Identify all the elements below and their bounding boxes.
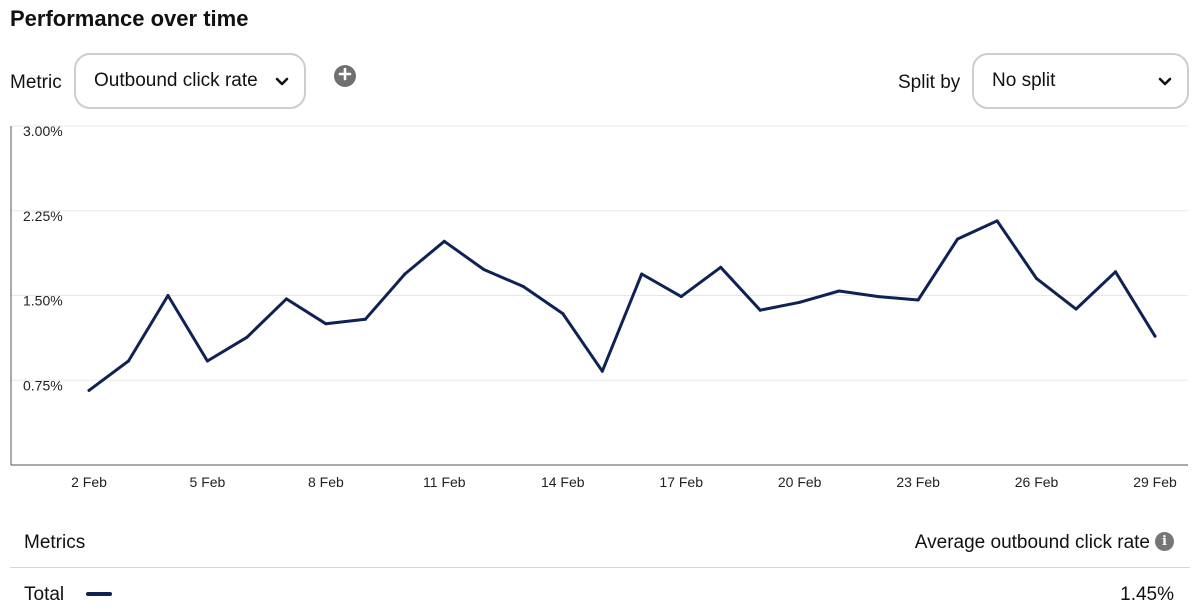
y-tick-label: 1.50%	[23, 293, 63, 309]
data-point	[245, 335, 249, 339]
x-tick-label: 23 Feb	[896, 474, 940, 490]
metrics-header: Metrics	[24, 532, 86, 553]
total-row-value: 1.45%	[1120, 584, 1174, 605]
data-point	[877, 295, 881, 299]
data-point	[324, 322, 328, 326]
x-tick-label: 5 Feb	[190, 474, 226, 490]
data-point	[600, 369, 604, 373]
series-line	[87, 219, 1157, 392]
table-divider	[10, 567, 1190, 568]
x-tick-label: 17 Feb	[659, 474, 703, 490]
data-point	[1035, 277, 1039, 281]
total-row-label: Total	[24, 584, 65, 605]
data-point	[837, 289, 841, 293]
data-point	[521, 284, 525, 288]
data-point	[719, 265, 723, 269]
data-point	[758, 308, 762, 312]
data-point	[640, 272, 644, 276]
data-point	[1074, 307, 1078, 311]
data-point	[956, 237, 960, 241]
line-chart: 0.75% 1.50% 2.25% 3.00% 2 Feb 5 Feb 8 Feb 11 Fe…	[10, 123, 1188, 490]
split-by-dropdown[interactable]: No split	[972, 53, 1189, 109]
data-point	[166, 294, 170, 297]
split-by-label: Split by	[898, 72, 961, 93]
add-metric-button[interactable]	[334, 65, 356, 87]
data-point	[205, 359, 209, 363]
x-tick-label: 20 Feb	[778, 474, 822, 490]
x-tick-label: 11 Feb	[423, 474, 466, 490]
data-point	[995, 219, 999, 223]
data-point	[126, 359, 130, 363]
data-point	[679, 295, 683, 299]
data-point	[482, 268, 486, 272]
page-title: Performance over time	[10, 6, 249, 31]
series-legend-swatch	[86, 592, 112, 596]
data-point	[403, 272, 407, 276]
chevron-down-icon	[274, 73, 290, 89]
data-point	[442, 239, 446, 243]
data-point	[284, 297, 288, 301]
data-point	[363, 317, 367, 321]
info-icon[interactable]: i	[1155, 532, 1174, 551]
x-tick-label: 2 Feb	[71, 474, 107, 490]
metric-dropdown[interactable]: Outbound click rate	[74, 53, 306, 109]
plus-circle-icon	[338, 67, 352, 86]
y-tick-label: 2.25%	[23, 208, 63, 224]
average-outbound-click-rate-header: Average outbound click rate	[914, 532, 1150, 553]
x-tick-label: 26 Feb	[1015, 474, 1059, 490]
y-tick-label: 3.00%	[23, 123, 63, 139]
data-point	[1153, 334, 1157, 338]
data-point	[916, 298, 920, 302]
split-by-dropdown-value: No split	[992, 70, 1056, 91]
data-point	[87, 388, 91, 392]
x-tick-label: 29 Feb	[1133, 474, 1177, 490]
data-point	[1114, 270, 1118, 274]
y-tick-label: 0.75%	[23, 377, 63, 393]
metric-label: Metric	[10, 72, 62, 93]
metric-dropdown-value: Outbound click rate	[94, 70, 258, 91]
data-point	[798, 300, 802, 304]
x-tick-label: 14 Feb	[541, 474, 585, 490]
data-point	[561, 312, 565, 316]
x-tick-label: 8 Feb	[308, 474, 344, 490]
chevron-down-icon	[1157, 73, 1173, 89]
